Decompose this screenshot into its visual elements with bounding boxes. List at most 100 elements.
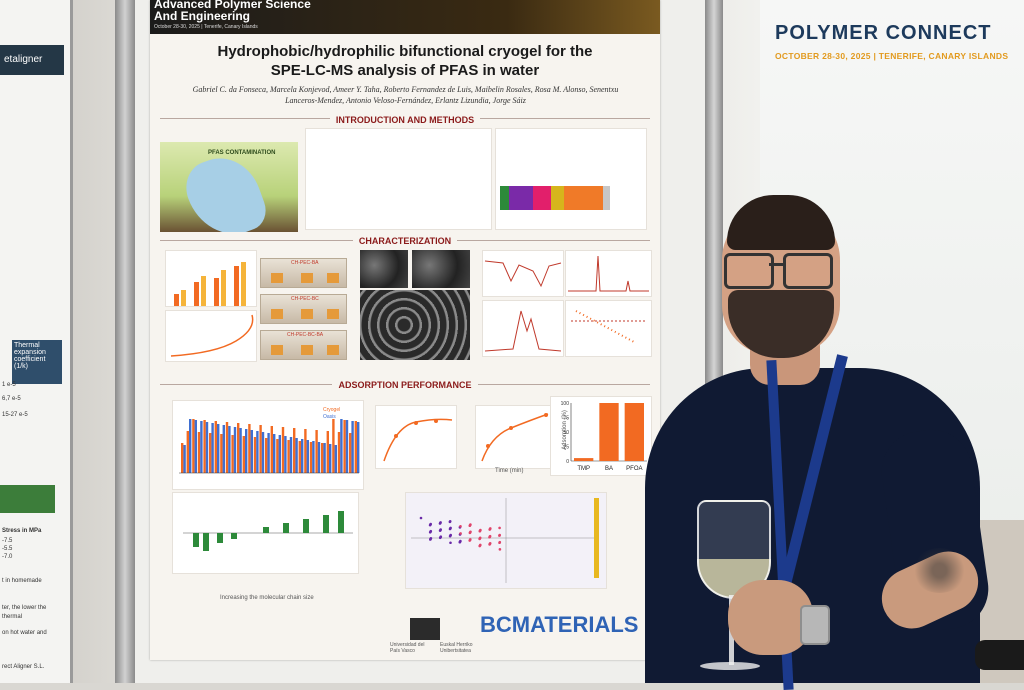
person-hair bbox=[727, 195, 835, 250]
recovery-bar-cryogel bbox=[214, 421, 217, 473]
recovery-bar-cryogel bbox=[321, 443, 324, 473]
pca-point bbox=[429, 529, 433, 533]
y-axis-label: Adsorption (%) bbox=[561, 410, 568, 450]
recovery-bar-oasis bbox=[351, 421, 354, 473]
left-poster-note: on hot water and bbox=[2, 630, 47, 636]
xps-svg bbox=[484, 310, 562, 352]
glasses-left-lens bbox=[724, 253, 774, 289]
pca-point bbox=[459, 532, 462, 535]
recovery-bar-oasis bbox=[239, 428, 242, 473]
recovery-bar-oasis bbox=[267, 433, 270, 473]
recovery-bar-chart: Cryogel Oasis bbox=[172, 400, 364, 490]
recovery-bar-cryogel bbox=[259, 425, 262, 473]
recovery-bar-cryogel bbox=[276, 439, 279, 473]
pfas-contamination-illustration: PFAS CONTAMINATION bbox=[160, 142, 298, 232]
journal-title-line: And Engineering bbox=[154, 9, 250, 23]
curve-svg bbox=[170, 314, 254, 357]
stack-segment bbox=[563, 186, 604, 210]
sem-image-large bbox=[360, 290, 470, 360]
pca-point bbox=[498, 533, 501, 537]
wristwatch bbox=[800, 605, 830, 645]
sem-image bbox=[360, 250, 408, 288]
chart-bar bbox=[174, 294, 179, 306]
ftir-svg bbox=[484, 260, 562, 288]
legend-oasis: Oasis bbox=[323, 414, 336, 420]
person-hand bbox=[728, 580, 813, 655]
category-label: TMP bbox=[577, 466, 590, 472]
recovery-bar-oasis bbox=[357, 422, 360, 473]
recovery-bar-oasis bbox=[312, 441, 315, 473]
recovery-bar-cryogel bbox=[225, 422, 229, 473]
kinetics-svg bbox=[481, 413, 549, 462]
y-tick-label: 0 bbox=[566, 459, 569, 465]
isotherm-chart bbox=[375, 405, 457, 469]
pca-point bbox=[488, 542, 492, 545]
left-poster-value: 1 e-5 bbox=[2, 382, 16, 388]
recovery-bar-oasis bbox=[273, 434, 276, 473]
pca-svg bbox=[411, 498, 599, 583]
pca-point bbox=[419, 516, 423, 520]
sample-photo: CH-PEC-BC-BA bbox=[260, 330, 347, 360]
recovery-svg bbox=[179, 419, 360, 474]
recovery-bar-cryogel bbox=[231, 435, 234, 473]
recovery-bar-cryogel bbox=[287, 440, 290, 473]
recovery-bar-cryogel bbox=[326, 431, 329, 473]
logp-svg bbox=[183, 511, 353, 551]
left-neighbor-poster: etaligner Thermal expansion coefficient … bbox=[0, 0, 73, 683]
pca-point bbox=[498, 526, 501, 530]
recovery-bar-oasis bbox=[194, 420, 197, 473]
recovery-bar-cryogel bbox=[186, 431, 189, 473]
recovery-bar-cryogel bbox=[281, 427, 285, 473]
background-shoe bbox=[975, 640, 1024, 670]
journal-date: October 28-30, 2025 | Tenerife, Canary I… bbox=[154, 24, 258, 30]
poster-stand-left-frame bbox=[115, 0, 135, 683]
stack-segment bbox=[550, 186, 564, 210]
sample-photo: CH-PEC-BC bbox=[260, 294, 347, 324]
recovery-bar-oasis bbox=[211, 423, 214, 473]
left-poster-note: ter, the lower the bbox=[2, 605, 47, 611]
y-tick-label: 100 bbox=[561, 401, 570, 407]
recovery-bar-oasis bbox=[245, 429, 248, 473]
pca-colorbar bbox=[594, 498, 599, 578]
chart-bar bbox=[214, 278, 219, 306]
y-tick-label: 50 bbox=[563, 430, 569, 436]
cryogel-cube bbox=[271, 273, 283, 283]
pfas-label: PFAS CONTAMINATION bbox=[208, 150, 276, 156]
stack-segment bbox=[508, 186, 533, 210]
ftir-chart bbox=[482, 250, 564, 297]
left-poster-green-block bbox=[0, 485, 55, 513]
cryogel-cube bbox=[327, 273, 339, 283]
recovery-bar-oasis bbox=[189, 419, 192, 473]
pca-point bbox=[488, 534, 492, 538]
journal-title: Advanced Polymer Science And Engineering bbox=[154, 0, 311, 22]
recovery-bar-oasis bbox=[295, 438, 298, 473]
recovery-bar-oasis bbox=[340, 419, 343, 473]
adsorption-bar bbox=[599, 403, 619, 461]
event-brand-subtitle: OCTOBER 28-30, 2025 | TENERIFE, CANARY I… bbox=[775, 51, 1009, 61]
recovery-bar-oasis bbox=[334, 445, 337, 473]
recovery-bar-oasis bbox=[301, 439, 304, 473]
pca-point bbox=[479, 528, 482, 532]
adsorption-svg: 0 25 50 75 100 TMP BA PFOA bbox=[561, 401, 647, 472]
adsorption-bar bbox=[574, 458, 594, 461]
cryogel-cube bbox=[327, 309, 339, 319]
university-name-basque: Euskal Herriko Unibertsitatea bbox=[440, 642, 473, 654]
recovery-bar-oasis bbox=[200, 421, 203, 473]
chart-bar bbox=[221, 270, 226, 306]
recovery-bar-oasis bbox=[205, 422, 209, 473]
event-brand-title: POLYMER CONNECT bbox=[775, 22, 992, 44]
chart-bar bbox=[201, 276, 206, 306]
glasses-bridge bbox=[769, 263, 784, 266]
pca-point bbox=[449, 533, 452, 537]
sample-label: CH-PEC-BC-BA bbox=[287, 332, 324, 338]
left-poster-stress-label: Stress in MPa bbox=[2, 528, 42, 534]
adsorption-bar bbox=[624, 403, 644, 461]
chart-bar bbox=[194, 282, 199, 306]
recovery-bar-oasis bbox=[345, 420, 349, 473]
stress-strain-chart bbox=[165, 310, 257, 362]
molecular-chain-axis-label: Increasing the molecular chain size bbox=[220, 595, 314, 601]
university-name: Universidad del País Vasco bbox=[390, 642, 425, 654]
pca-point bbox=[479, 543, 482, 547]
cryogel-cube bbox=[327, 345, 339, 355]
recovery-bar-cryogel bbox=[293, 428, 296, 473]
